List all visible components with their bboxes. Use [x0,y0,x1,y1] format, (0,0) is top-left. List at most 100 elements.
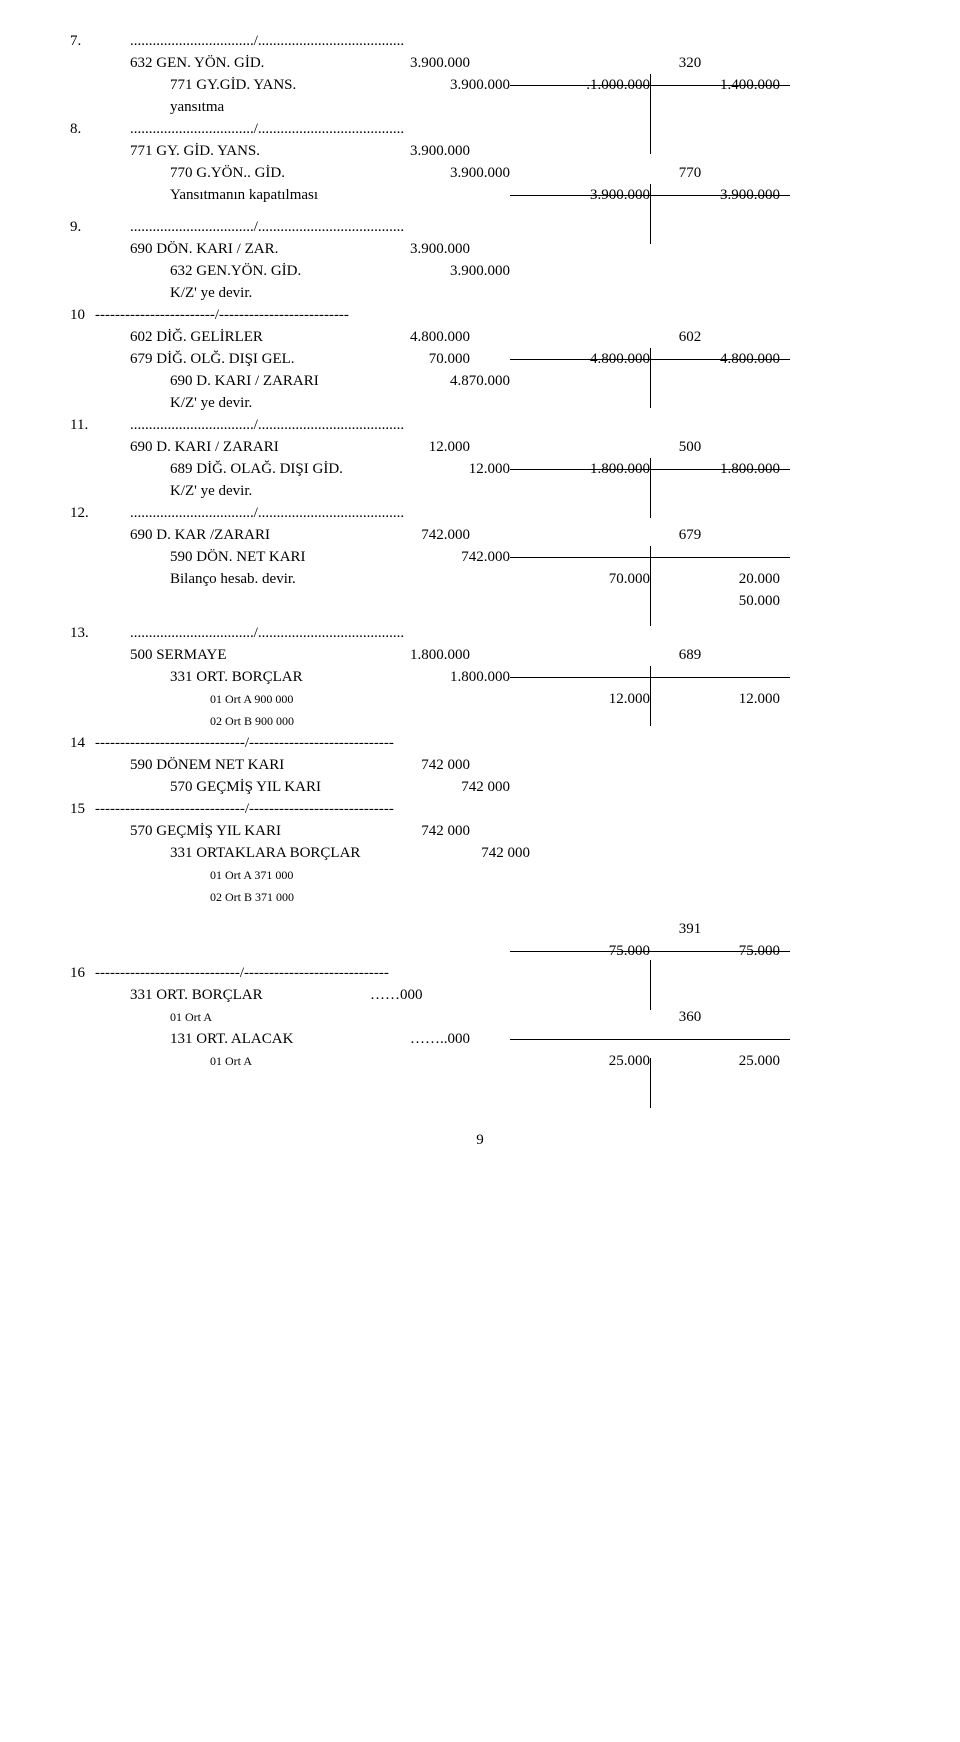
entry-line: 01 Ort A 25.000 25.000 [10,1050,950,1072]
amount: 742.000 [370,524,470,546]
amount: 3.900.000 [410,162,510,184]
entry-line: 13. ................................./..… [10,622,950,644]
entry-line: 570 GEÇMİŞ YIL KARI 742 000 [10,776,950,798]
entry-line: 771 GY.GİD. YANS. 3.900.000 .1.000.000 1… [10,74,950,96]
amount: 4.800.000 [370,326,470,348]
amount: 3.900.000 [370,238,470,260]
entry-line: 9. ................................./...… [10,216,950,238]
entry-line: 14 ------------------------------/------… [10,732,950,754]
t-title: 602 [600,326,780,348]
entry-no: 9. [70,216,81,238]
entry-line: 602 DİĞ. GELİRLER 4.800.000 602 [10,326,950,348]
amount: 3.900.000 [370,140,470,162]
account: 632 GEN. YÖN. GİD. [130,52,264,74]
page-number: 9 [10,1132,950,1149]
sub: 02 Ort B 900 000 [210,710,294,732]
amount: 742 000 [410,776,510,798]
dots: ------------------------/---------------… [95,304,349,326]
t-right: 20.000 [660,568,780,590]
entry-line: 50.000 [10,590,950,612]
account: 770 G.YÖN.. GİD. [170,162,285,184]
entry-line: 690 D. KARI / ZARARI 4.870.000 [10,370,950,392]
entry-line: 690 DÖN. KARI / ZAR. 3.900.000 [10,238,950,260]
dots: ................................./......… [130,414,404,436]
t-top [510,1039,790,1040]
dots: ------------------------------/---------… [95,732,394,754]
sub: 01 Ort A [210,1050,252,1072]
sub: 02 Ort B 371 000 [210,886,294,908]
t-title: 391 [600,918,780,940]
desc: K/Z' ye devir. [170,392,252,414]
account: 500 SERMAYE [130,644,227,666]
dots: ................................./......… [130,30,404,52]
entry-line: 331 ORT. BORÇLAR 1.800.000 [10,666,950,688]
entry-no: 7. [70,30,81,52]
account: 331 ORTAKLARA BORÇLAR [170,842,360,864]
amount: 1.800.000 [410,666,510,688]
t-right: 3.900.000 [660,184,780,206]
t-right: 4.800.000 [660,348,780,370]
amount: 742 000 [430,842,530,864]
t-left: 75.000 [530,940,650,962]
account: 690 D. KAR /ZARARI [130,524,270,546]
t-right: 1.800.000 [660,458,780,480]
entry-line: 11. ................................./..… [10,414,950,436]
amount: 1.800.000 [370,644,470,666]
t-left: 70.000 [530,568,650,590]
entry-no: 8. [70,118,81,140]
account: 689 DİĞ. OLAĞ. DIŞI GİD. [170,458,343,480]
t-left: 12.000 [530,688,650,710]
desc: K/Z' ye devir. [170,480,252,502]
t-left: 1.800.000 [530,458,650,480]
entry-line: 10 ------------------------/------------… [10,304,950,326]
entry-line: 75.000 75.000 [10,940,950,962]
entry-line: Yansıtmanın kapatılması 3.900.000 3.900.… [10,184,950,206]
entry-line: 570 GEÇMİŞ YIL KARI 742 000 [10,820,950,842]
entry-line: 01 Ort A 900 000 12.000 12.000 [10,688,950,710]
desc: Yansıtmanın kapatılması [170,184,318,206]
account: 690 D. KARI / ZARARI [170,370,319,392]
dots: ------------------------------/---------… [95,798,394,820]
account: 590 DÖNEM NET KARI [130,754,284,776]
entry-line: K/Z' ye devir. [10,282,950,304]
entry-line: yansıtma [10,96,950,118]
entry-line: 01 Ort A 360 [10,1006,950,1028]
entry-no: 14 [70,732,85,754]
entry-line: 15 ------------------------------/------… [10,798,950,820]
t-right: 75.000 [660,940,780,962]
entry-line: K/Z' ye devir. [10,480,950,502]
entry-line: 16 -----------------------------/-------… [10,962,950,984]
t-title: 689 [600,644,780,666]
account: 632 GEN.YÖN. GİD. [170,260,301,282]
dots: ................................./......… [130,216,404,238]
t-right: 12.000 [660,688,780,710]
entry-line: 770 G.YÖN.. GİD. 3.900.000 770 [10,162,950,184]
account: 570 GEÇMİŞ YIL KARI [130,820,281,842]
amount: ……000 [370,984,423,1006]
t-right: 1.400.000 [660,74,780,96]
entry-line: 690 D. KAR /ZARARI 742.000 679 [10,524,950,546]
t-title: 320 [600,52,780,74]
entry-line: 02 Ort B 371 000 [10,886,950,908]
entry-line: 391 [10,918,950,940]
account: 771 GY. GİD. YANS. [130,140,260,162]
account: 602 DİĞ. GELİRLER [130,326,263,348]
entry-line: 500 SERMAYE 1.800.000 689 [10,644,950,666]
entry-line: 331 ORTAKLARA BORÇLAR 742 000 [10,842,950,864]
amount: 3.900.000 [370,52,470,74]
entry-line: 690 D. KARI / ZARARI 12.000 500 [10,436,950,458]
amount: ……..000 [410,1028,470,1050]
t-left: .1.000.000 [530,74,650,96]
entry-line: 02 Ort B 900 000 [10,710,950,732]
entry-line: 771 GY. GİD. YANS. 3.900.000 [10,140,950,162]
account: 679 DİĞ. OLĞ. DIŞI GEL. [130,348,295,370]
account: 331 ORT. BORÇLAR [130,984,263,1006]
entry-line: 590 DÖN. NET KARI 742.000 [10,546,950,568]
entry-no: 11. [70,414,88,436]
desc: K/Z' ye devir. [170,282,252,304]
amount: 12.000 [370,436,470,458]
entry-line: 632 GEN.YÖN. GİD. 3.900.000 [10,260,950,282]
amount: 742 000 [370,820,470,842]
t-right: 25.000 [660,1050,780,1072]
amount: 12.000 [410,458,510,480]
